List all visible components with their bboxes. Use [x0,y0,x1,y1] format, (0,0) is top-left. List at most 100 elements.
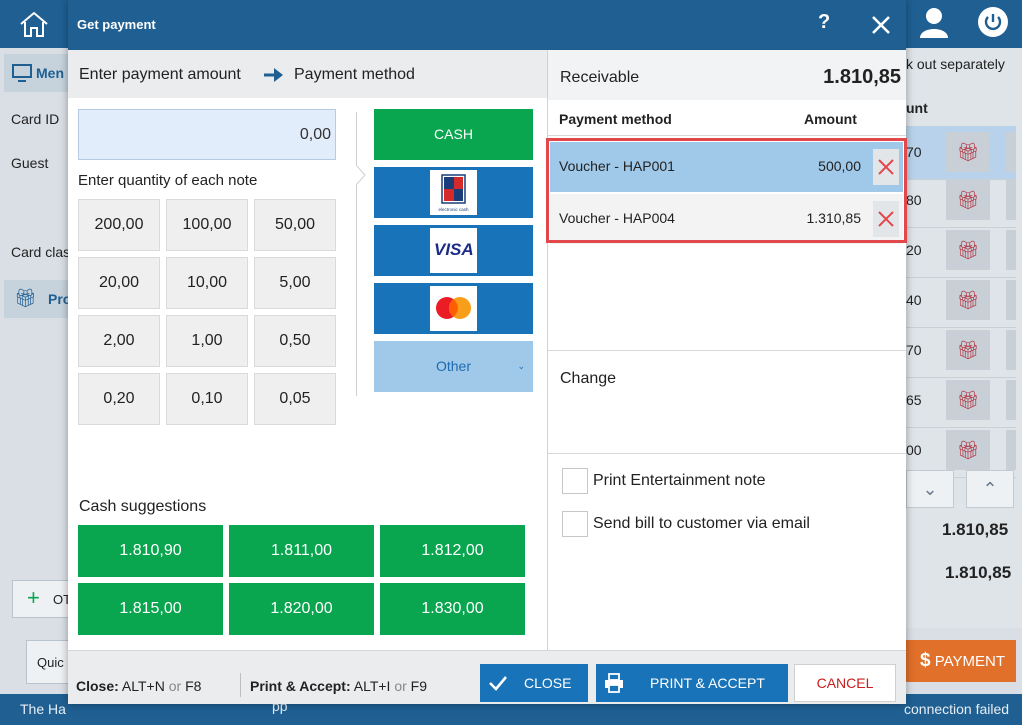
other-method-label: Other [435,358,471,374]
note-button[interactable]: 0,05 [254,373,336,425]
order-row-amount: 20 [906,242,922,258]
help-icon[interactable]: ? [818,11,831,33]
payment-row-method: Voucher - HAP001 [559,158,675,174]
payment-row[interactable]: Voucher - HAP004 1.310,85 [550,194,903,244]
close-shortcut-key2: F8 [185,678,202,694]
add-other-button[interactable]: + OT [12,580,72,618]
order-row[interactable]: 00 🎁︎ [906,424,1016,478]
payment-rows-highlight [546,138,907,243]
cash-method-button[interactable]: CASH [374,109,533,160]
mastercard-method-button[interactable] [374,283,533,334]
payment-row-amount: 500,00 [818,158,861,174]
delete-payment-button[interactable] [873,149,899,185]
user-icon[interactable] [918,6,950,40]
note-button[interactable]: 2,00 [78,315,160,367]
cash-suggestion-button[interactable]: 1.820,00 [229,583,374,635]
note-button[interactable]: 20,00 [78,257,160,309]
note-button[interactable]: 10,00 [166,257,248,309]
dialog-titlebar: Get payment ? [68,0,906,50]
promotions-tab-label: Pro [48,291,72,307]
print-accept-button-label: PRINT & ACCEPT [650,675,765,691]
close-shortcut-key1: ALT+N [121,678,165,694]
plus-icon: + [27,585,40,610]
note-button[interactable]: 0,10 [166,373,248,425]
col-payment-method: Payment method [559,111,672,127]
home-icon[interactable] [18,10,50,38]
close-button[interactable]: CLOSE [480,664,588,702]
checkout-separately-label[interactable]: k out separately [906,56,1005,72]
power-icon[interactable] [978,7,1008,37]
steps-header: Enter payment amount Payment method [68,50,547,98]
footer-separator [240,673,241,697]
print-shortcut-key1: ALT+I [353,678,391,694]
cash-suggestions-label: Cash suggestions [79,498,207,515]
cash-suggestion-button[interactable]: 1.810,90 [78,525,223,577]
visa-method-button[interactable]: VISA [374,225,533,276]
cash-suggestion-button[interactable]: 1.815,00 [78,583,223,635]
chevron-down-icon: ⌄ [517,361,525,371]
row-scroll-handle [1006,280,1016,320]
gift-icon[interactable]: 🎁︎ [946,132,990,172]
card-id-label: Card ID [11,111,60,127]
row-scroll-handle [1006,430,1016,470]
quick-button[interactable]: Quic [26,640,76,684]
close-icon[interactable] [868,9,894,39]
order-row[interactable]: 70 🎁︎ [906,324,1016,378]
dialog-footer: Close: ALT+N or F8 Print & Accept: ALT+I… [68,650,906,704]
order-row[interactable]: 80 🎁︎ [906,174,1016,228]
promotions-tab[interactable]: 🎁︎ Pro [4,280,72,318]
row-scroll-handle [1006,330,1016,370]
chevron-up-icon[interactable]: ⌃ [966,470,1014,508]
cash-suggestion-button[interactable]: 1.812,00 [380,525,525,577]
step-enter-amount: Enter payment amount [79,66,241,83]
payment-button[interactable]: $ PAYMENT [906,640,1016,682]
gift-icon[interactable]: 🎁︎ [946,280,990,320]
other-method-dropdown[interactable]: Other ⌄ [374,341,533,392]
ec-card-method-button[interactable]: electronic cash [374,167,533,218]
cash-suggestion-button[interactable]: 1.811,00 [229,525,374,577]
gift-icon[interactable]: 🎁︎ [946,180,990,220]
entertainment-note-label: Print Entertainment note [593,472,766,489]
gift-icon[interactable]: 🎁︎ [946,380,990,420]
receivable-row: Receivable 1.810,85 [548,50,906,100]
delete-payment-button[interactable] [873,201,899,237]
entertainment-note-checkbox[interactable] [562,468,588,494]
card-class-label: Card clas [11,244,71,260]
note-button[interactable]: 0,50 [254,315,336,367]
print-shortcut-label: Print & Accept: [250,678,351,694]
connection-status: connection failed [904,701,1010,717]
gift-icon[interactable]: 🎁︎ [946,330,990,370]
note-button[interactable]: 5,00 [254,257,336,309]
order-row[interactable]: 40 🎁︎ [906,274,1016,328]
send-email-checkbox[interactable] [562,511,588,537]
order-row[interactable]: 65 🎁︎ [906,374,1016,428]
ec-card-icon: electronic cash [430,170,477,215]
row-scroll-handle [1006,132,1016,172]
chevron-down-icon[interactable]: ⌄ [906,470,954,508]
gift-icon[interactable]: 🎁︎ [946,230,990,270]
arrow-right-icon [264,68,283,82]
print-accept-button[interactable]: PRINT & ACCEPT [596,664,788,702]
delete-x-icon [878,211,894,227]
payment-row[interactable]: Voucher - HAP001 500,00 [550,142,903,192]
note-button[interactable]: 200,00 [78,199,160,251]
order-row[interactable]: 70 🎁︎ [906,126,1016,180]
send-email-label: Send bill to customer via email [593,515,810,532]
section-divider [548,350,906,351]
gift-icon[interactable]: 🎁︎ [946,430,990,470]
order-row[interactable]: 20 🎁︎ [906,224,1016,278]
dialog-title: Get payment [77,17,156,32]
note-button[interactable]: 50,00 [254,199,336,251]
member-card-icon [12,64,32,82]
cash-suggestion-button[interactable]: 1.830,00 [380,583,525,635]
dollar-icon: $ [920,650,931,671]
divider-notch [356,165,366,185]
open-amount: 1.810,85 [945,563,1012,582]
note-button[interactable]: 100,00 [166,199,248,251]
cancel-button[interactable]: CANCEL [794,664,896,702]
note-button[interactable]: 0,20 [78,373,160,425]
receivable-value: 1.810,85 [823,66,901,88]
member-tab[interactable]: Men [4,54,68,92]
note-button[interactable]: 1,00 [166,315,248,367]
payment-amount-input[interactable]: 0,00 [78,109,336,160]
